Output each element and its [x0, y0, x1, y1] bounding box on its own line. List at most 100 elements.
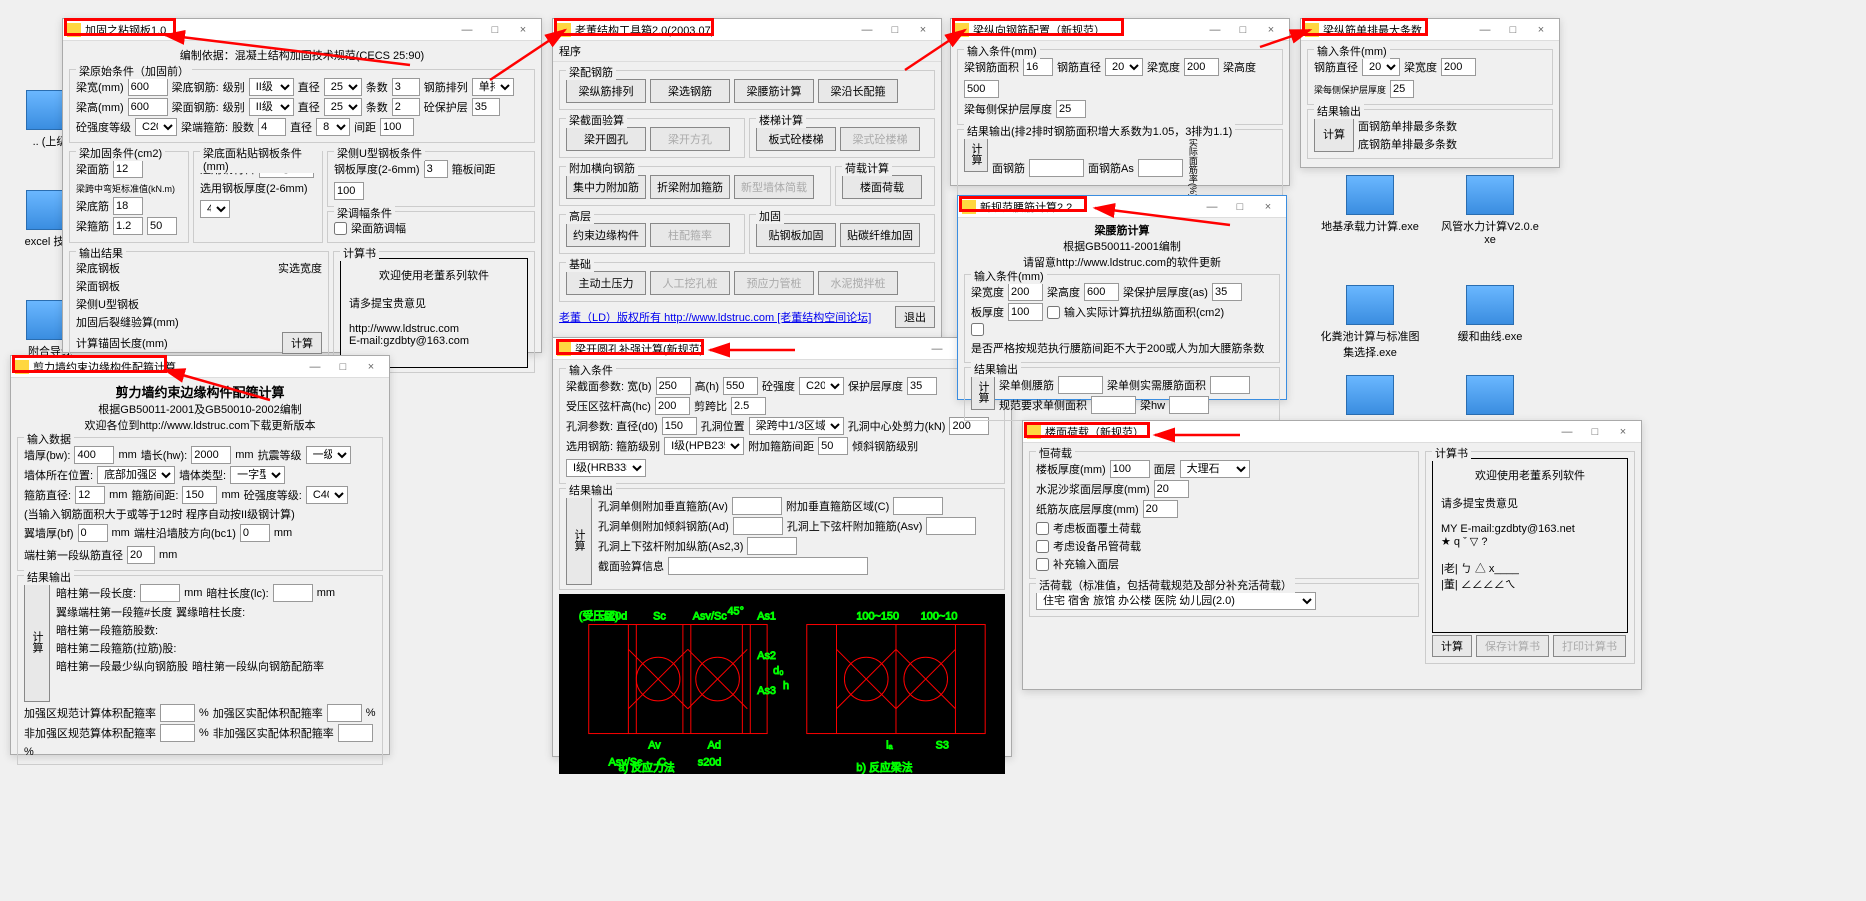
- maximize-button[interactable]: □: [329, 357, 357, 377]
- legs-input[interactable]: [258, 118, 286, 136]
- titlebar[interactable]: 老董结构工具箱2.0(2003.07)—□×: [553, 19, 941, 41]
- close-button[interactable]: ×: [1254, 197, 1282, 217]
- type-select[interactable]: 一字型: [230, 466, 285, 484]
- incl-select[interactable]: I级(HRB335): [566, 459, 646, 477]
- minimize-button[interactable]: —: [453, 20, 481, 40]
- btn3[interactable]: 梁腰筋计算: [734, 79, 814, 103]
- stirrup2-input[interactable]: [147, 217, 177, 235]
- count2-input[interactable]: [392, 98, 420, 116]
- calc-button[interactable]: 计算: [971, 374, 995, 410]
- plaster-input[interactable]: [1143, 500, 1178, 518]
- grade-select[interactable]: C40: [306, 486, 348, 504]
- h-input[interactable]: [964, 80, 999, 98]
- calc-button[interactable]: 计算: [566, 495, 592, 585]
- w-input[interactable]: [1008, 283, 1043, 301]
- layout-select[interactable]: 单排: [472, 78, 514, 96]
- titlebar[interactable]: 加固之粘钢板1.0 — □ ×: [63, 19, 541, 41]
- stirrup-input[interactable]: [113, 217, 143, 235]
- exit-button[interactable]: 退出: [895, 306, 935, 328]
- chk-extra[interactable]: [1036, 558, 1049, 571]
- close-button[interactable]: ×: [909, 20, 937, 40]
- stirrup-sp-input[interactable]: [182, 486, 217, 504]
- titlebar[interactable]: 新规范腰筋计算2.2—□×: [958, 196, 1286, 218]
- titlebar[interactable]: 剪力墙约束边缘构件配箍计算—□×: [11, 356, 389, 378]
- slab-input[interactable]: [1008, 303, 1043, 321]
- btn-str2[interactable]: 贴碳纤维加固: [840, 223, 920, 247]
- btn-f1[interactable]: 主动土压力: [566, 271, 646, 295]
- file-icon[interactable]: [1346, 375, 1394, 415]
- minimize-button[interactable]: —: [1553, 422, 1581, 442]
- d0-input[interactable]: [662, 417, 697, 435]
- btn-stair1[interactable]: 板式砼楼梯: [756, 127, 836, 151]
- file-icon[interactable]: [1466, 375, 1514, 415]
- calc-button[interactable]: 计算: [964, 136, 988, 172]
- grade-select[interactable]: II级: [249, 78, 294, 96]
- titlebar[interactable]: 梁纵筋单排最大条数—□×: [1301, 19, 1559, 41]
- minimize-button[interactable]: —: [1201, 20, 1229, 40]
- wall-len-input[interactable]: [191, 446, 231, 464]
- chk-soil[interactable]: [1036, 522, 1049, 535]
- adjust-checkbox[interactable]: [334, 222, 347, 235]
- btn1[interactable]: 梁纵筋排列: [566, 79, 646, 103]
- c-select[interactable]: C20: [799, 377, 844, 395]
- h-input[interactable]: [723, 377, 758, 395]
- calc-button[interactable]: 计算: [1314, 116, 1354, 152]
- w-input[interactable]: [1184, 58, 1219, 76]
- endcol-input[interactable]: [240, 524, 270, 542]
- close-button[interactable]: ×: [1257, 20, 1285, 40]
- beam-height-input[interactable]: [128, 98, 168, 116]
- liveload-select[interactable]: 住宅 宿舍 旅馆 办公楼 医院 幼儿园(2.0): [1036, 592, 1316, 610]
- spacing-input[interactable]: [380, 118, 414, 136]
- titlebar[interactable]: 楼面荷载（新规范）—□×: [1023, 421, 1641, 443]
- c-input[interactable]: [1390, 80, 1414, 98]
- close-button[interactable]: ×: [1527, 20, 1555, 40]
- as-input[interactable]: [1212, 283, 1242, 301]
- cov-input[interactable]: [1056, 100, 1086, 118]
- b-input[interactable]: [656, 377, 691, 395]
- area-input[interactable]: [1023, 58, 1053, 76]
- beam-width-input[interactable]: [128, 78, 168, 96]
- file-icon[interactable]: [1346, 175, 1394, 215]
- thick-select[interactable]: 4: [200, 200, 230, 218]
- seismic-select[interactable]: 一级: [306, 446, 351, 464]
- btn-add2[interactable]: 折梁附加箍筋: [650, 175, 730, 199]
- dia3-select[interactable]: 8: [316, 118, 350, 136]
- maximize-button[interactable]: □: [1226, 197, 1254, 217]
- dia-select[interactable]: 25: [324, 78, 362, 96]
- bot-bar-input[interactable]: [113, 197, 143, 215]
- minimize-button[interactable]: —: [301, 357, 329, 377]
- btn-add1[interactable]: 集中力附加筋: [566, 175, 646, 199]
- flange-input[interactable]: [78, 524, 108, 542]
- maximize-button[interactable]: □: [881, 20, 909, 40]
- close-button[interactable]: ×: [357, 357, 385, 377]
- plate-thick-input[interactable]: [424, 160, 448, 178]
- count-input[interactable]: [392, 78, 420, 96]
- file-icon[interactable]: [1466, 175, 1514, 215]
- btn-hi1[interactable]: 约束边缘构件: [566, 223, 646, 247]
- h-input[interactable]: [1084, 283, 1119, 301]
- footer-link[interactable]: 老董（LD）版权所有 http://www.ldstruc.com [老董结构空…: [559, 309, 871, 325]
- chk1[interactable]: [1047, 306, 1060, 319]
- titlebar[interactable]: 梁纵向钢筋配置（新规范）—□×: [951, 19, 1289, 41]
- minimize-button[interactable]: —: [853, 20, 881, 40]
- w-input[interactable]: [1441, 58, 1476, 76]
- close-button[interactable]: ×: [509, 20, 537, 40]
- hc-input[interactable]: [655, 397, 690, 415]
- plate-space-input[interactable]: [334, 182, 364, 200]
- titlebar[interactable]: 梁开圆孔补强计算(新规范)—□×: [553, 338, 1011, 360]
- stir-select[interactable]: I级(HPB235): [664, 437, 744, 455]
- minimize-button[interactable]: —: [923, 339, 951, 359]
- minimize-button[interactable]: —: [1198, 197, 1226, 217]
- chk2[interactable]: [971, 323, 984, 336]
- concrete-select[interactable]: C20: [135, 118, 177, 136]
- slab-input[interactable]: [1110, 460, 1150, 478]
- pos-select[interactable]: 梁跨中1/3区域: [749, 417, 844, 435]
- btn-str1[interactable]: 贴钢板加固: [756, 223, 836, 247]
- grade2-select[interactable]: II级: [249, 98, 294, 116]
- btn-load[interactable]: 楼面荷载: [842, 175, 922, 199]
- top-bar-input[interactable]: [113, 160, 143, 178]
- dia-select[interactable]: 20: [1105, 58, 1143, 76]
- minimize-button[interactable]: —: [1471, 20, 1499, 40]
- chk-equip[interactable]: [1036, 540, 1049, 553]
- btn2[interactable]: 梁选钢筋: [650, 79, 730, 103]
